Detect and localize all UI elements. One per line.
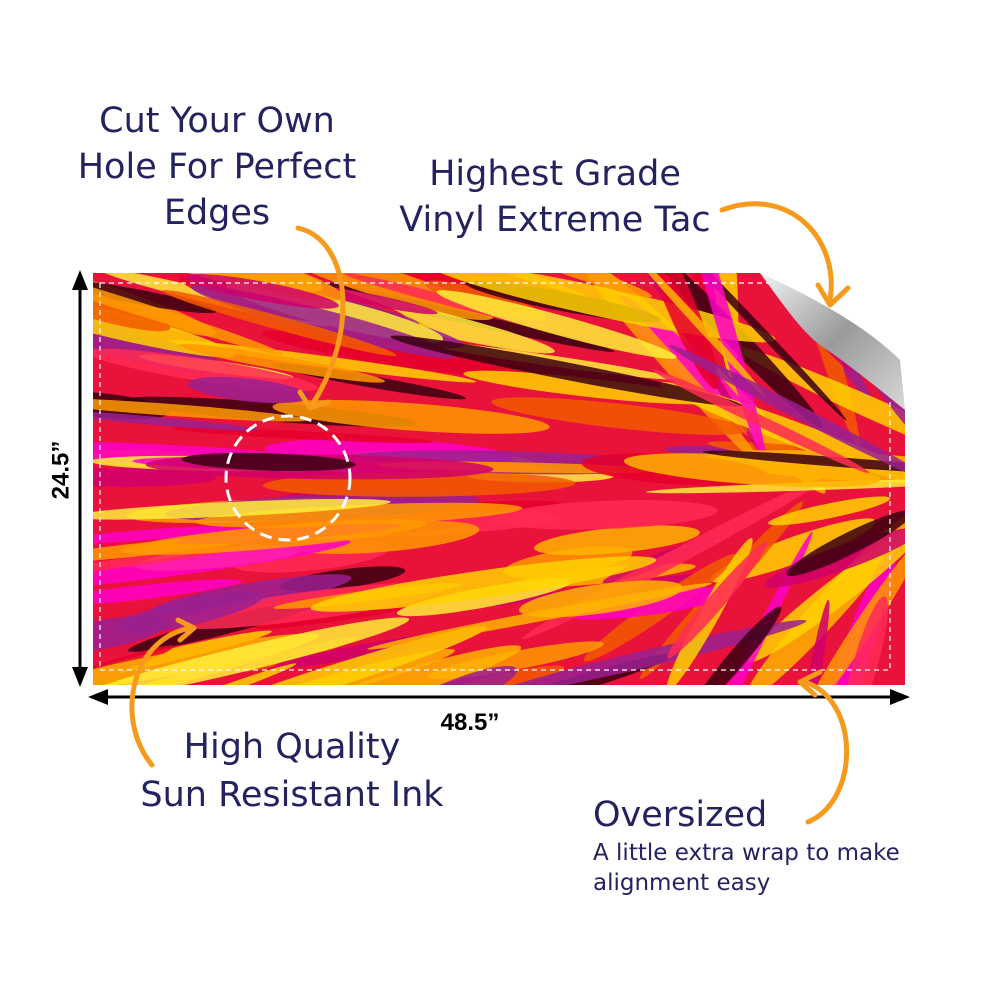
streak xyxy=(486,619,807,685)
skin-art xyxy=(93,273,905,685)
streak xyxy=(170,625,488,685)
callout-line: Oversized xyxy=(593,795,767,835)
streak xyxy=(491,397,748,435)
streak xyxy=(667,541,768,659)
height-label: 24.5” xyxy=(47,441,74,500)
streak xyxy=(786,510,905,577)
arrowhead xyxy=(72,270,88,290)
streak xyxy=(171,427,433,444)
streak xyxy=(691,606,782,685)
streak xyxy=(190,285,457,359)
callout-detail: A little extra wrap to make xyxy=(593,840,900,866)
streak xyxy=(367,582,713,650)
streak xyxy=(668,344,905,484)
callout-line: Highest Grade xyxy=(429,154,681,194)
callout-line: High Quality xyxy=(184,727,401,767)
streak xyxy=(436,290,677,359)
streak xyxy=(93,617,410,685)
streak xyxy=(272,399,550,434)
streak xyxy=(463,370,713,405)
streak xyxy=(494,500,718,530)
streak xyxy=(165,273,344,301)
arrowhead xyxy=(297,389,331,411)
streak xyxy=(93,467,217,487)
streak xyxy=(652,273,847,421)
streak xyxy=(657,531,813,685)
streak xyxy=(93,397,309,422)
streak xyxy=(241,645,522,685)
streak xyxy=(795,599,830,685)
streak xyxy=(652,369,870,473)
streak xyxy=(93,273,283,355)
streak xyxy=(93,279,218,314)
callout-arrow xyxy=(719,201,834,303)
streak xyxy=(801,539,905,685)
streak xyxy=(623,453,881,488)
callout-line: Hole For Perfect xyxy=(78,147,357,187)
streak xyxy=(93,409,260,431)
arrowhead xyxy=(88,689,108,705)
streak xyxy=(93,280,236,358)
callout-arrow xyxy=(295,225,346,408)
peeled-corner xyxy=(760,273,905,410)
streak xyxy=(310,556,657,612)
streak xyxy=(184,274,339,309)
streak xyxy=(93,579,242,607)
streak xyxy=(178,343,386,383)
trim-line xyxy=(99,282,891,671)
streak xyxy=(93,524,259,545)
streak xyxy=(534,525,700,556)
arrowhead xyxy=(815,282,851,308)
callout-line: Sun Resistant Ink xyxy=(140,775,444,815)
streak xyxy=(93,280,171,332)
streak xyxy=(187,376,309,404)
streak xyxy=(390,335,742,407)
streak xyxy=(627,273,766,397)
streak xyxy=(506,273,653,298)
streak xyxy=(93,543,263,589)
arrowhead xyxy=(890,689,910,705)
streak xyxy=(842,596,888,685)
callout-line: Edges xyxy=(164,193,270,233)
arrowhead xyxy=(72,667,88,687)
streak xyxy=(122,519,427,555)
hole-guide xyxy=(224,414,352,542)
streak xyxy=(155,663,297,685)
callout-line: Cut Your Own xyxy=(99,101,335,141)
arrowhead xyxy=(797,669,823,698)
arrowhead xyxy=(175,617,197,643)
streak xyxy=(195,502,523,528)
callout-detail: alignment easy xyxy=(593,870,770,896)
streak xyxy=(93,498,391,520)
callout-arrow xyxy=(129,625,193,768)
streak xyxy=(768,496,891,526)
dimension-lines xyxy=(72,270,910,705)
streak xyxy=(181,452,356,472)
streak xyxy=(400,665,518,685)
callout-line: Vinyl Extreme Tac xyxy=(399,200,710,240)
streak xyxy=(248,273,502,294)
callout-arrow xyxy=(802,679,850,825)
width-label: 48.5” xyxy=(441,709,500,736)
streak xyxy=(93,539,351,589)
streak xyxy=(93,615,169,653)
